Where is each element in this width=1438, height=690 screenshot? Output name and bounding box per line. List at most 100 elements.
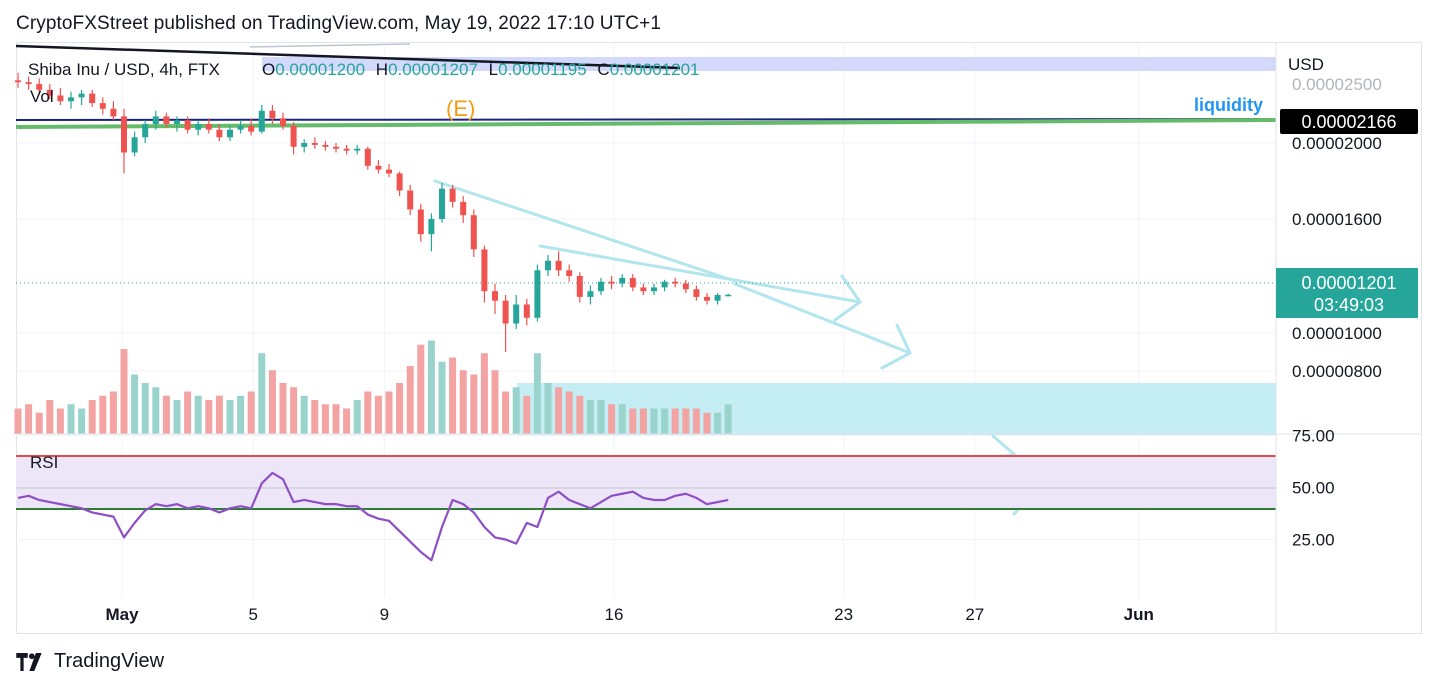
time-tick-label: 5 [248,605,257,624]
legend-h-value: 0.00001207 [388,60,478,79]
candle-body [15,80,21,83]
candle-body [439,188,445,219]
liquidity-price-value: 0.00002166 [1301,112,1396,132]
candle-body [555,260,562,271]
price-tick-label: 0.00001600 [1292,210,1382,229]
trend-line-gray [249,43,411,48]
candle-body [46,89,53,96]
candle-body [364,148,371,166]
volume-bar [533,353,541,434]
volume-bar [714,412,722,434]
footer: TradingView [16,650,164,673]
rsi-band [16,456,1276,509]
time-tick-label: 27 [965,605,984,624]
volume-bar [427,340,435,434]
candle-body [89,93,96,104]
top-band [262,57,1276,71]
liquidity-price-tag [1280,109,1418,134]
candle-body [492,291,498,301]
candle-body [68,97,74,102]
volume-bar [120,349,128,434]
volume-bar [131,374,139,434]
candle-body [502,300,509,324]
volume-bar [374,395,382,434]
candle-body [354,148,361,151]
volume-bar [99,395,107,434]
candle-body [576,276,583,297]
price-tick-label: 0.00001000 [1292,324,1382,343]
volume-bar [576,395,584,434]
legend-o-value: 0.00001200 [275,60,365,79]
candle-body [36,84,43,90]
candle-body [598,281,604,292]
legend-c-value: 0.00001201 [610,60,700,79]
volume-bar [46,400,54,434]
liquidity-label: liquidity [1194,95,1263,115]
candle-body [651,287,657,292]
volume-bar [661,408,669,434]
legend-c-label: C [597,60,609,79]
rsi-line [17,471,729,562]
candle-body [237,125,244,130]
volume-bar [290,387,298,434]
candle-body [174,120,180,124]
volume-bar [88,400,96,434]
publisher-line: CryptoFXStreet published on TradingView.… [16,13,661,34]
candle-body [428,219,435,235]
volume-bar [555,387,563,434]
candle-body [301,143,308,147]
volume-bar [597,400,605,434]
volume-bar [321,404,329,434]
volume-bar [417,344,425,434]
price-tick-label: 0.00002000 [1292,134,1382,153]
candle-body [513,304,520,324]
volume-bar [480,353,488,434]
current-price-tag [1276,268,1418,318]
volume-bar [703,412,711,434]
volume-bar [565,391,573,434]
volume-bar [194,395,202,434]
volume-bar [14,408,22,434]
candle-body [417,209,424,235]
time-axis: May 5 9 16 23 27 Jun [105,605,1153,624]
legend-l-label: L [489,60,498,79]
price-scale-currency: USD [1288,55,1324,74]
candle-body [460,201,467,216]
candle-body [343,148,350,151]
volume-bar [332,404,340,434]
candle-body [725,294,732,297]
candlesticks [15,72,732,352]
chart-frame[interactable] [16,42,1422,634]
volume-bar [449,357,457,434]
legend-ohlc: O0.00001200 H0.00001207 L0.00001195 C0.0… [262,60,700,79]
volume-bar [523,395,531,434]
volume-bar [586,400,594,434]
candle-body [704,296,710,301]
volume-bar [300,395,308,434]
volume-bar [502,391,510,434]
candle-body [523,304,530,318]
candle-body [481,249,488,292]
candle-body [216,129,223,138]
volume-bar [268,370,276,434]
volume-bar [396,383,404,434]
volume-bar [35,412,43,434]
candle-body [121,116,127,153]
volume-bar [724,404,732,434]
candle-body [78,93,85,98]
candle-body [163,116,170,124]
legend-o-label: O [262,60,275,79]
volume-bar [141,383,149,434]
candle-body [545,260,551,271]
candle-body [608,281,615,284]
candle-body [566,270,573,276]
candle-body [184,120,191,130]
bar-countdown: 03:49:03 [1314,295,1384,315]
rsi-tick-label: 25.00 [1292,531,1335,550]
candle-body [25,82,32,85]
candle-body [640,287,647,292]
volume-bar [25,404,33,434]
candle-body [682,283,689,290]
candle-body [386,169,392,174]
